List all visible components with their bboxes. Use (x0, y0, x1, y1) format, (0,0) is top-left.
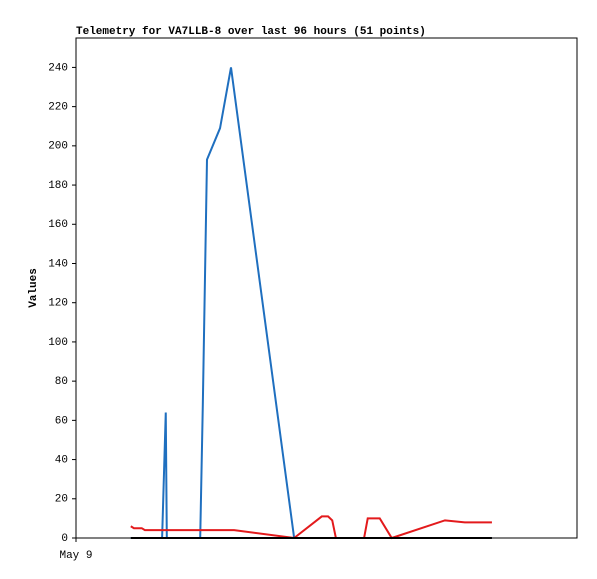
chart-title: Telemetry for VA7LLB-8 over last 96 hour… (76, 26, 426, 38)
y-tick-label: 160 (48, 219, 68, 231)
y-tick-label: 60 (55, 415, 68, 427)
y-tick-label: 100 (48, 337, 68, 349)
y-tick-label: 120 (48, 298, 68, 310)
y-tick-label: 20 (55, 494, 68, 506)
y-tick-label: 140 (48, 258, 68, 270)
y-axis-label: Values (28, 268, 40, 308)
plot-frame (75, 37, 578, 539)
y-tick-label: 80 (55, 376, 68, 388)
y-tick-label: 200 (48, 141, 68, 153)
series-line (130, 515, 492, 540)
series-line (130, 67, 492, 539)
y-tick-label: 40 (55, 454, 68, 466)
y-tick-label: 0 (61, 533, 68, 545)
y-tick-label: 220 (48, 102, 68, 114)
y-tick-label: 180 (48, 180, 68, 192)
x-tick-label: May 9 (59, 550, 92, 562)
y-tick-label: 240 (48, 62, 68, 74)
